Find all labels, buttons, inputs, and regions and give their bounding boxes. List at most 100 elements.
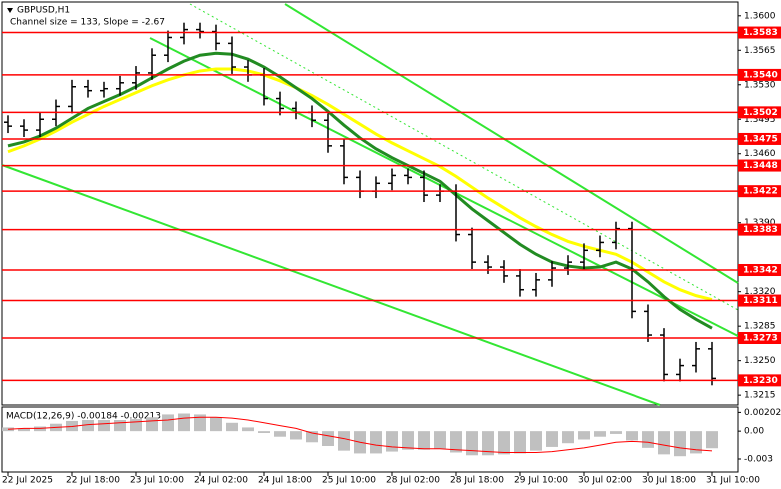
macd-bar [450,431,462,453]
symbol-icon [7,8,13,13]
level-label-box [738,223,781,236]
x-tick-label: 24 Jul 02:00 [194,476,248,486]
x-tick-label: 22 Jul 2025 [2,476,53,486]
y-tick-label: 0.00202 [744,408,781,418]
macd-bar [418,431,430,450]
macd-bar [706,431,718,449]
macd-bar [226,422,238,432]
level-label: 1.3383 [743,225,778,235]
macd-bar [386,431,398,452]
level-label: 1.3583 [743,28,778,38]
macd-bar [306,431,318,443]
level-label-box [738,132,781,145]
level-label-box [738,26,781,39]
level-label-box [738,68,781,81]
macd-bar [674,431,686,457]
macd-bar [322,431,334,446]
channel-upper [284,3,739,284]
level-label: 1.3422 [743,187,778,197]
signal-line [7,416,713,453]
y-tick-label: -0.003 [744,455,773,465]
x-tick-label: 29 Jul 10:00 [514,476,568,486]
macd-bar [530,431,542,451]
level-label-box [738,374,781,387]
macd-bar [610,431,622,434]
macd-bar [370,431,382,454]
moving-average [7,67,713,302]
macd-bar [434,431,446,449]
macd-bar [146,417,158,432]
x-tick-label: 30 Jul 02:00 [578,476,632,486]
macd-bar [402,431,414,450]
macd-bar [290,431,302,440]
level-label-box [738,331,781,344]
macd-bar [82,420,94,432]
macd-bar [690,431,702,454]
macd-bar [162,414,174,432]
level-label: 1.3540 [743,70,778,80]
macd-bar [130,419,142,432]
y-tick-label: 1.3565 [744,46,776,56]
x-tick-label: 31 Jul 10:00 [706,476,760,486]
level-label: 1.3342 [743,266,778,276]
level-label-box [738,106,781,119]
y-tick-label: 1.3460 [744,149,776,159]
x-tick-label: 28 Jul 18:00 [450,476,504,486]
chart-subtitle: Channel size = 133, Slope = -2.67 [10,18,165,28]
macd-bar [114,420,126,432]
macd-bar [642,431,654,448]
macd-bar [210,417,222,432]
channel-lower [1,164,661,406]
y-tick-label: 1.3390 [744,218,776,228]
channel [1,3,739,406]
y-tick-label: 1.3285 [744,322,776,332]
macd-bar [274,431,286,437]
channel-middle [149,37,739,337]
macd-title: MACD(12,26,9) -0.00184 -0.00213 [6,412,161,422]
level-label: 1.3475 [743,134,778,144]
level-label-box [738,159,781,172]
y-tick-label: 1.3250 [744,356,776,366]
macd-bar [626,431,638,441]
level-label-box [738,294,781,307]
x-tick-label: 24 Jul 18:00 [258,476,312,486]
macd-bar [658,431,670,455]
macd-bar [578,431,590,440]
x-tick-label: 25 Jul 10:00 [322,476,376,486]
level-label: 1.3273 [743,333,778,343]
level-label-box [738,264,781,277]
macd-bar [562,431,574,444]
main-frame [1,1,739,406]
x-tick-label: 22 Jul 18:00 [66,476,120,486]
y-tick-label: 1.3600 [744,11,776,21]
macd-bar [258,431,270,433]
macd-bar [514,431,526,454]
macd-bar [98,420,110,432]
macd-bar [594,431,606,437]
macd-bar [338,431,350,451]
level-label: 1.3311 [743,296,778,306]
macd-bar [18,428,30,432]
x-tick-label: 28 Jul 02:00 [386,476,440,486]
macd-bar [482,431,494,456]
x-tick-label: 23 Jul 10:00 [130,476,184,486]
level-label: 1.3448 [743,161,778,171]
level-label: 1.3502 [743,108,778,118]
x-tick-label: 30 Jul 18:00 [642,476,696,486]
macd-bar [242,427,254,432]
macd-bar [194,414,206,432]
y-tick-label: 1.3320 [744,287,776,297]
y-tick-label: 1.3495 [744,115,776,125]
macd-bar [546,431,558,447]
macd-bar [466,431,478,456]
y-tick-label: 1.3530 [744,80,776,90]
y-tick-label: 0.00 [744,427,764,437]
y-tick-label: 1.3215 [744,391,776,401]
macd-bar [498,431,510,455]
macd-bar [178,413,190,432]
moving-average [7,51,713,330]
level-label-box [738,185,781,198]
level-label: 1.3230 [743,376,778,386]
chart-title: GBPUSD,H1 [17,6,70,16]
